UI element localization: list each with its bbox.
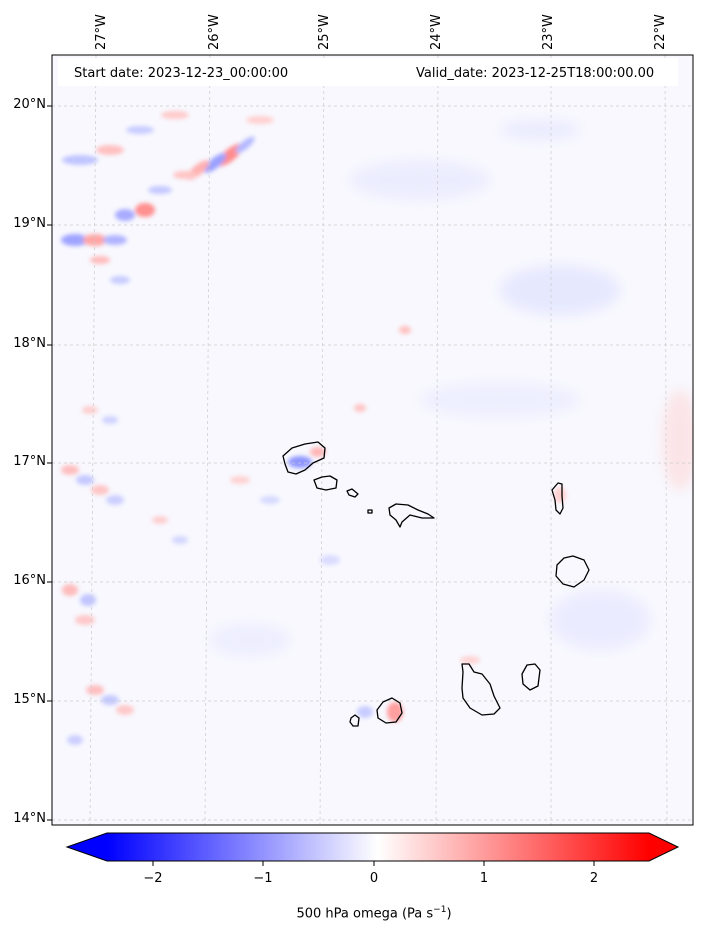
island-santiago [461,663,501,716]
lon-label-27w: 27°W [94,14,109,50]
colorbar [65,832,680,866]
lat-label-20n: 20°N [13,97,46,112]
lat-label-15n: 15°N [13,692,46,707]
start-date-label: Start date: 2023-12-23_00:00:00 [74,66,289,81]
colorbar-label: 500 hPa omega (Pa s−1) [296,905,451,921]
colorbar-tick-neg2: −2 [143,871,163,886]
colorbar-extend-right [649,833,678,861]
lon-label-25w: 25°W [317,14,332,50]
island-santa-luzia [346,488,359,498]
lat-label-19n: 19°N [13,216,46,231]
island-brava [349,714,360,727]
island-maio [521,663,541,691]
island-santo-antao [282,441,326,475]
island-coastlines [282,441,590,727]
omega-field [52,55,693,825]
lon-label-26w: 26°W [207,14,222,50]
lat-label-17n: 17°N [13,454,46,469]
valid-date-label: Valid_date: 2023-12-25T18:00:00.00 [416,66,655,81]
island-boa-vista [555,555,590,588]
lon-label-23w: 23°W [541,14,556,50]
island-sal [551,482,564,515]
colorbar-label-exponent: −1 [433,905,447,915]
map-frame [51,54,694,826]
lon-label-22w: 22°W [653,14,668,50]
colorbar-extend-left [67,833,107,861]
island-sao-vicente [313,475,338,491]
lon-label-24w: 24°W [429,14,444,50]
island-branco [367,509,373,514]
colorbar-tick-1: 1 [479,871,489,886]
colorbar-body [107,833,649,861]
colorbar-tick-2: 2 [589,871,599,886]
island-sao-nicolau [388,503,435,528]
lat-label-14n: 14°N [13,811,46,826]
colorbar-label-prefix: 500 hPa omega (Pa s [296,906,434,922]
colorbar-label-suffix: ) [446,906,452,922]
lat-label-16n: 16°N [13,573,46,588]
island-fogo [376,697,403,724]
colorbar-tick-0: 0 [369,871,379,886]
colorbar-tick-neg1: −1 [253,871,273,886]
lat-label-18n: 18°N [13,336,46,351]
